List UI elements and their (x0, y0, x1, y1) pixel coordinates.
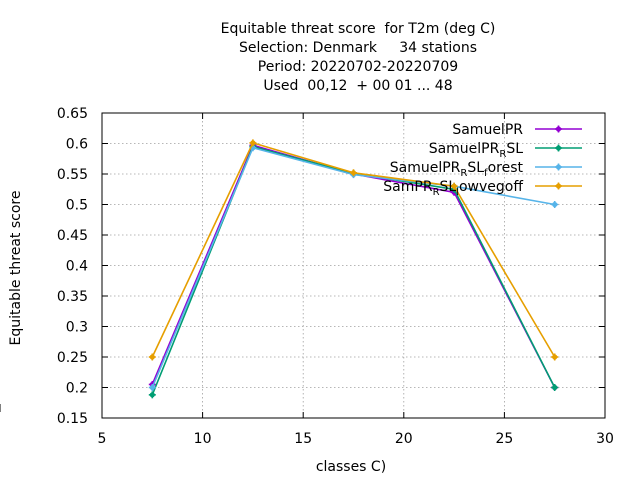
data-point (551, 353, 559, 361)
title-line: Selection: Denmark 34 stations (239, 40, 477, 56)
grid-lines (102, 113, 605, 418)
legend-swatch-dot (555, 145, 562, 151)
title-line: Period: 20220702-20220709 (258, 59, 458, 75)
y-axis-ticks: 0.15 0.2 0.25 0.3 0.35 0.4 0.45 0.5 0.55 0.6 0.65 (57, 106, 605, 427)
x-tick-label: 20 (395, 431, 413, 447)
y-tick-label: 0.45 (57, 228, 88, 244)
legend: SamuelPR SamuelPRRSLSamuelPRRSLforestSamP… (383, 122, 582, 198)
legend-entry: SamuelPR (452, 122, 582, 138)
data-point (450, 182, 458, 190)
x-tick-label: 5 (98, 431, 107, 447)
y-tick-label: 0.25 (57, 350, 88, 366)
x-axis-ticks: 5 10 15 20 25 30 (98, 113, 614, 447)
legend-swatch-dot (555, 126, 562, 132)
title-line: Used 00,12 + 00 01 ... 48 (263, 78, 452, 94)
y-axis-label: Equitable threat score (8, 191, 24, 346)
title-line: Equitable threat score for T2m (deg C) (221, 21, 496, 37)
x-tick-label: 30 (596, 431, 614, 447)
plot-border (101, 112, 606, 419)
y-tick-label: 0.4 (66, 259, 88, 275)
x-tick-label: 15 (294, 431, 312, 447)
legend-label: SamuelPR (452, 122, 523, 138)
data-point (148, 353, 156, 361)
data-point (551, 384, 559, 391)
legend-label: SamPRRSLlowvegoff (383, 179, 523, 198)
legend-swatch-dot (555, 164, 562, 170)
y-tick-label: 0.6 (66, 137, 88, 153)
legend-entry: SamPRRSLlowvegoff (383, 179, 582, 198)
y-tick-label: 0.35 (57, 289, 88, 305)
legend-swatch-dot (555, 183, 562, 189)
y-tick-label: 0.5 (66, 198, 88, 214)
x-tick-label: 10 (194, 431, 212, 447)
legend-entry: SamuelPRRSLforest (390, 160, 582, 179)
y-tick-label: 0.2 (66, 381, 88, 397)
data-point (350, 169, 357, 177)
data-point (148, 391, 156, 399)
data-point (148, 384, 156, 391)
legend-entry: SamuelPRRSL (429, 141, 582, 160)
legend-label: SamuelPRRSL (429, 141, 523, 160)
y-tick-label: 0.3 (66, 320, 88, 336)
data-point (551, 201, 559, 208)
series-lines (148, 139, 559, 399)
legend-label: SamuelPRRSLforest (390, 160, 524, 179)
y-tick-label: 0.55 (57, 167, 88, 183)
y-tick-label: 0.15 (57, 411, 88, 427)
data-point (249, 139, 257, 147)
x-axis-label: classes C) (316, 459, 386, 475)
x-tick-label: 25 (495, 431, 513, 447)
chart-title: Equitable threat score for T2m (deg C) Se… (221, 21, 496, 94)
y-tick-label: 0.65 (57, 106, 88, 122)
